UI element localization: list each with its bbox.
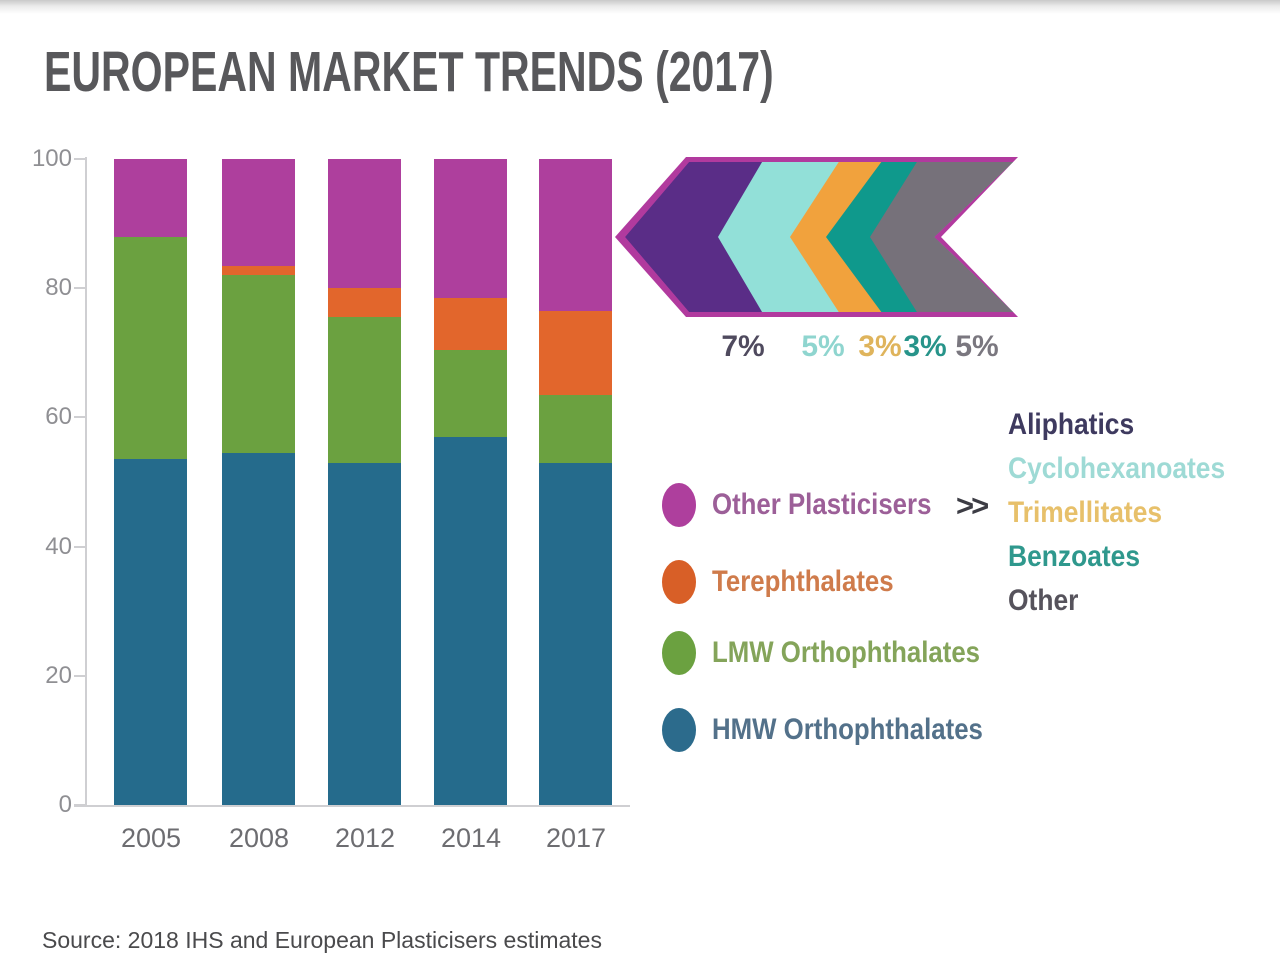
pct-aliphatics: 7%: [721, 330, 765, 363]
bar-2014: [434, 159, 507, 805]
segment-2012-hmw-orthophthalates: [328, 462, 401, 805]
y-tick-label: 80: [45, 274, 72, 301]
legend-row-hmw-orthophthalates: HMW Orthophthalates: [662, 708, 1027, 752]
legend-more-arrows-icon: >>: [956, 488, 989, 523]
segment-2008-lmw-orthophthalates: [222, 275, 295, 453]
bar-2012: [328, 159, 401, 805]
y-axis-line: [85, 157, 87, 807]
top-edge-strip: [0, 0, 1280, 14]
x-axis-label-2012: 2012: [334, 823, 396, 853]
source-note: Source: 2018 IHS and European Plasticise…: [42, 927, 602, 953]
y-tick-mark: [74, 804, 86, 806]
legend-dot-lmw-orthophthalates: [662, 631, 696, 675]
x-axis-line: [74, 805, 630, 807]
breakdown-label-trimellitates: Trimellitates: [1008, 496, 1163, 529]
segment-2017-hmw-orthophthalates: [539, 462, 612, 805]
segment-2012-terephthalates: [328, 288, 401, 318]
segment-2005-hmw-orthophthalates: [114, 459, 187, 805]
legend-row-other-plasticisers: Other Plasticisers: [662, 483, 967, 527]
segment-2017-terephthalates: [539, 310, 612, 395]
breakdown-arrow-graphic: [615, 157, 1018, 317]
segment-2014-hmw-orthophthalates: [434, 436, 507, 805]
breakdown-label-other: Other: [1008, 584, 1079, 617]
x-axis-label-2005: 2005: [120, 823, 182, 853]
y-tick-label: 100: [31, 145, 72, 172]
legend-row-terephthalates: Terephthalates: [662, 560, 923, 604]
legend-dot-terephthalates: [662, 560, 696, 604]
segment-2005-lmw-orthophthalates: [114, 236, 187, 460]
y-tick-mark: [74, 675, 86, 677]
pct-cyclohexanoates: 5%: [801, 330, 845, 363]
legend-label-terephthalates: Terephthalates: [712, 565, 894, 598]
legend-label-lmw-orthophthalates: LMW Orthophthalates: [712, 636, 981, 669]
y-tick-label: 20: [45, 662, 72, 689]
segment-2008-hmw-orthophthalates: [222, 452, 295, 805]
legend-row-lmw-orthophthalates: LMW Orthophthalates: [662, 631, 1024, 675]
x-axis-label-2017: 2017: [545, 823, 607, 853]
pct-benzoates: 3%: [903, 330, 947, 363]
segment-2014-terephthalates: [434, 297, 507, 350]
y-tick-label: 0: [58, 791, 72, 818]
breakdown-label-cyclohexanoates: Cyclohexanoates: [1008, 452, 1226, 485]
segment-2012-other-plasticisers: [328, 159, 401, 289]
bar-2005: [114, 159, 187, 805]
bar-2017: [539, 159, 612, 805]
y-tick-label: 60: [45, 403, 72, 430]
segment-2014-other-plasticisers: [434, 159, 507, 298]
legend-dot-other-plasticisers: [662, 483, 696, 527]
bar-2008: [222, 159, 295, 805]
x-axis-label-2008: 2008: [228, 823, 290, 853]
segment-2008-other-plasticisers: [222, 159, 295, 266]
segment-2012-lmw-orthophthalates: [328, 317, 401, 463]
segment-2005-other-plasticisers: [114, 159, 187, 237]
x-axis-label-2014: 2014: [440, 823, 502, 853]
pct-trimellitates: 3%: [858, 330, 902, 363]
segment-2008-terephthalates: [222, 265, 295, 276]
y-tick-mark: [74, 158, 86, 160]
breakdown-label-benzoates: Benzoates: [1008, 540, 1141, 573]
legend-dot-hmw-orthophthalates: [662, 708, 696, 752]
legend-label-hmw-orthophthalates: HMW Orthophthalates: [712, 713, 983, 746]
page-title: EUROPEAN MARKET TRENDS (2017): [44, 40, 774, 104]
y-tick-mark: [74, 287, 86, 289]
pct-other: 5%: [955, 330, 999, 363]
segment-2017-lmw-orthophthalates: [539, 394, 612, 463]
y-tick-label: 40: [45, 533, 72, 560]
y-tick-mark: [74, 416, 86, 418]
y-tick-mark: [74, 546, 86, 548]
legend-label-other-plasticisers: Other Plasticisers: [712, 488, 932, 521]
breakdown-label-aliphatics: Aliphatics: [1008, 408, 1135, 441]
segment-2014-lmw-orthophthalates: [434, 349, 507, 437]
segment-2017-other-plasticisers: [539, 159, 612, 311]
